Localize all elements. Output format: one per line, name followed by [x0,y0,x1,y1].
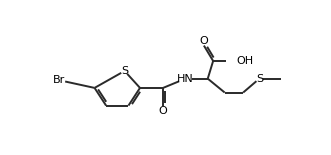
Text: S: S [121,66,128,76]
Text: S: S [256,74,263,84]
Text: Br: Br [53,75,65,85]
Text: O: O [159,106,167,116]
Text: OH: OH [236,56,253,66]
Text: HN: HN [177,74,194,84]
Text: O: O [200,36,208,46]
